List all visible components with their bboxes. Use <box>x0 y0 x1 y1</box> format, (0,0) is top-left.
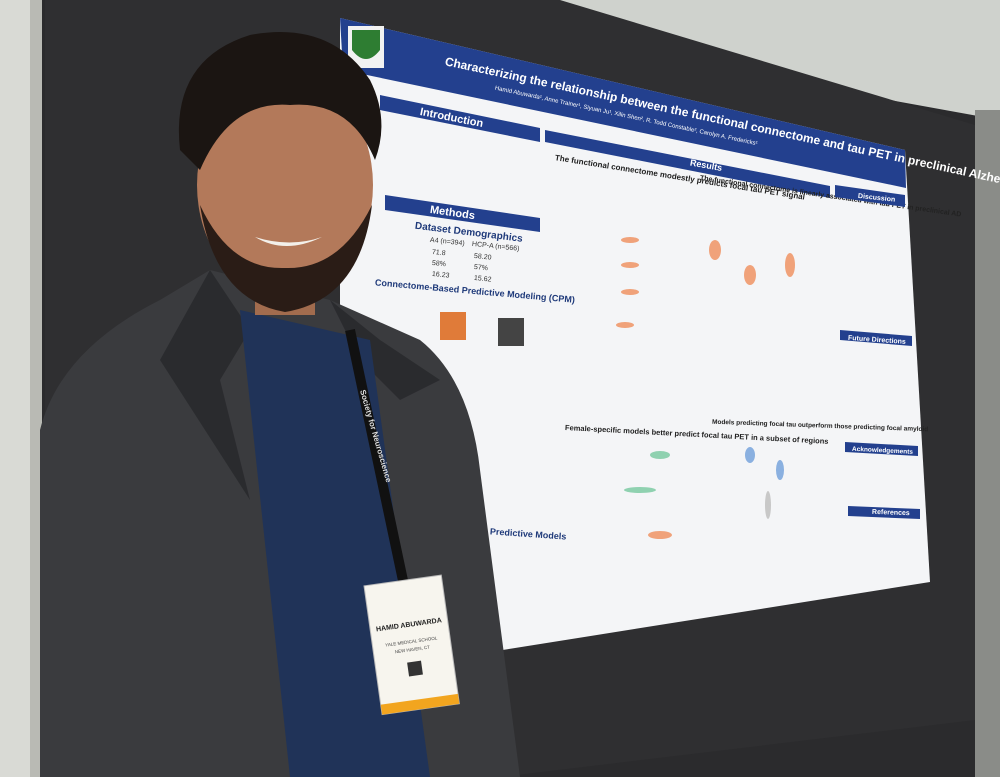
poster-header <box>340 18 906 188</box>
qr-code <box>407 660 423 677</box>
section-title: Future Directions <box>848 335 906 346</box>
section-title: Acknowledgements <box>852 446 914 456</box>
section-bar <box>848 506 920 519</box>
violin <box>621 237 639 243</box>
violin <box>745 447 755 463</box>
table-cell: 58.20 <box>474 253 492 262</box>
violin <box>785 253 795 277</box>
logo-shield <box>352 30 380 59</box>
violin <box>776 460 784 480</box>
section-bar <box>545 130 830 198</box>
section-title: Discussion <box>858 193 896 204</box>
hair <box>178 32 382 170</box>
section-bar <box>845 442 918 456</box>
table-cell: 71.8 <box>432 249 446 257</box>
table-cell: 15.62 <box>474 275 492 284</box>
section-bar <box>380 95 540 142</box>
table-cell: 57% <box>474 264 489 272</box>
side-panel <box>975 110 1000 777</box>
violin <box>650 451 670 459</box>
table-header: HCP-A (n=566) <box>472 241 520 253</box>
section-title: References <box>872 509 910 517</box>
violin <box>621 262 639 268</box>
poster <box>340 18 930 652</box>
table-cell: 58% <box>432 260 447 268</box>
table-cell: 16.23 <box>432 271 450 280</box>
violin <box>765 491 771 519</box>
violin-plot <box>616 237 795 539</box>
jacket-collar <box>330 300 440 400</box>
violin <box>616 322 634 328</box>
badge-city: NEW HAVEN, CT <box>394 644 430 654</box>
matrix-figure <box>440 312 466 340</box>
wall <box>560 0 1000 120</box>
section-bar <box>385 195 540 232</box>
pipe-shadow <box>30 0 42 777</box>
violin <box>648 531 672 539</box>
smile <box>255 237 322 246</box>
matrix-figure <box>498 318 524 346</box>
violin <box>624 487 656 493</box>
section-bar <box>835 185 905 207</box>
beard <box>200 205 372 312</box>
face <box>197 73 373 297</box>
jacket-collar <box>160 270 250 500</box>
lanyard <box>345 328 410 592</box>
badge: HAMID ABUWARDA YALE MEDICAL SCHOOL NEW H… <box>363 574 460 716</box>
violin <box>621 289 639 295</box>
violin <box>744 265 756 285</box>
section-bar <box>840 330 912 346</box>
violin <box>709 240 721 260</box>
badge-stripe <box>380 693 460 715</box>
table-header: A4 (n=394) <box>430 237 465 248</box>
